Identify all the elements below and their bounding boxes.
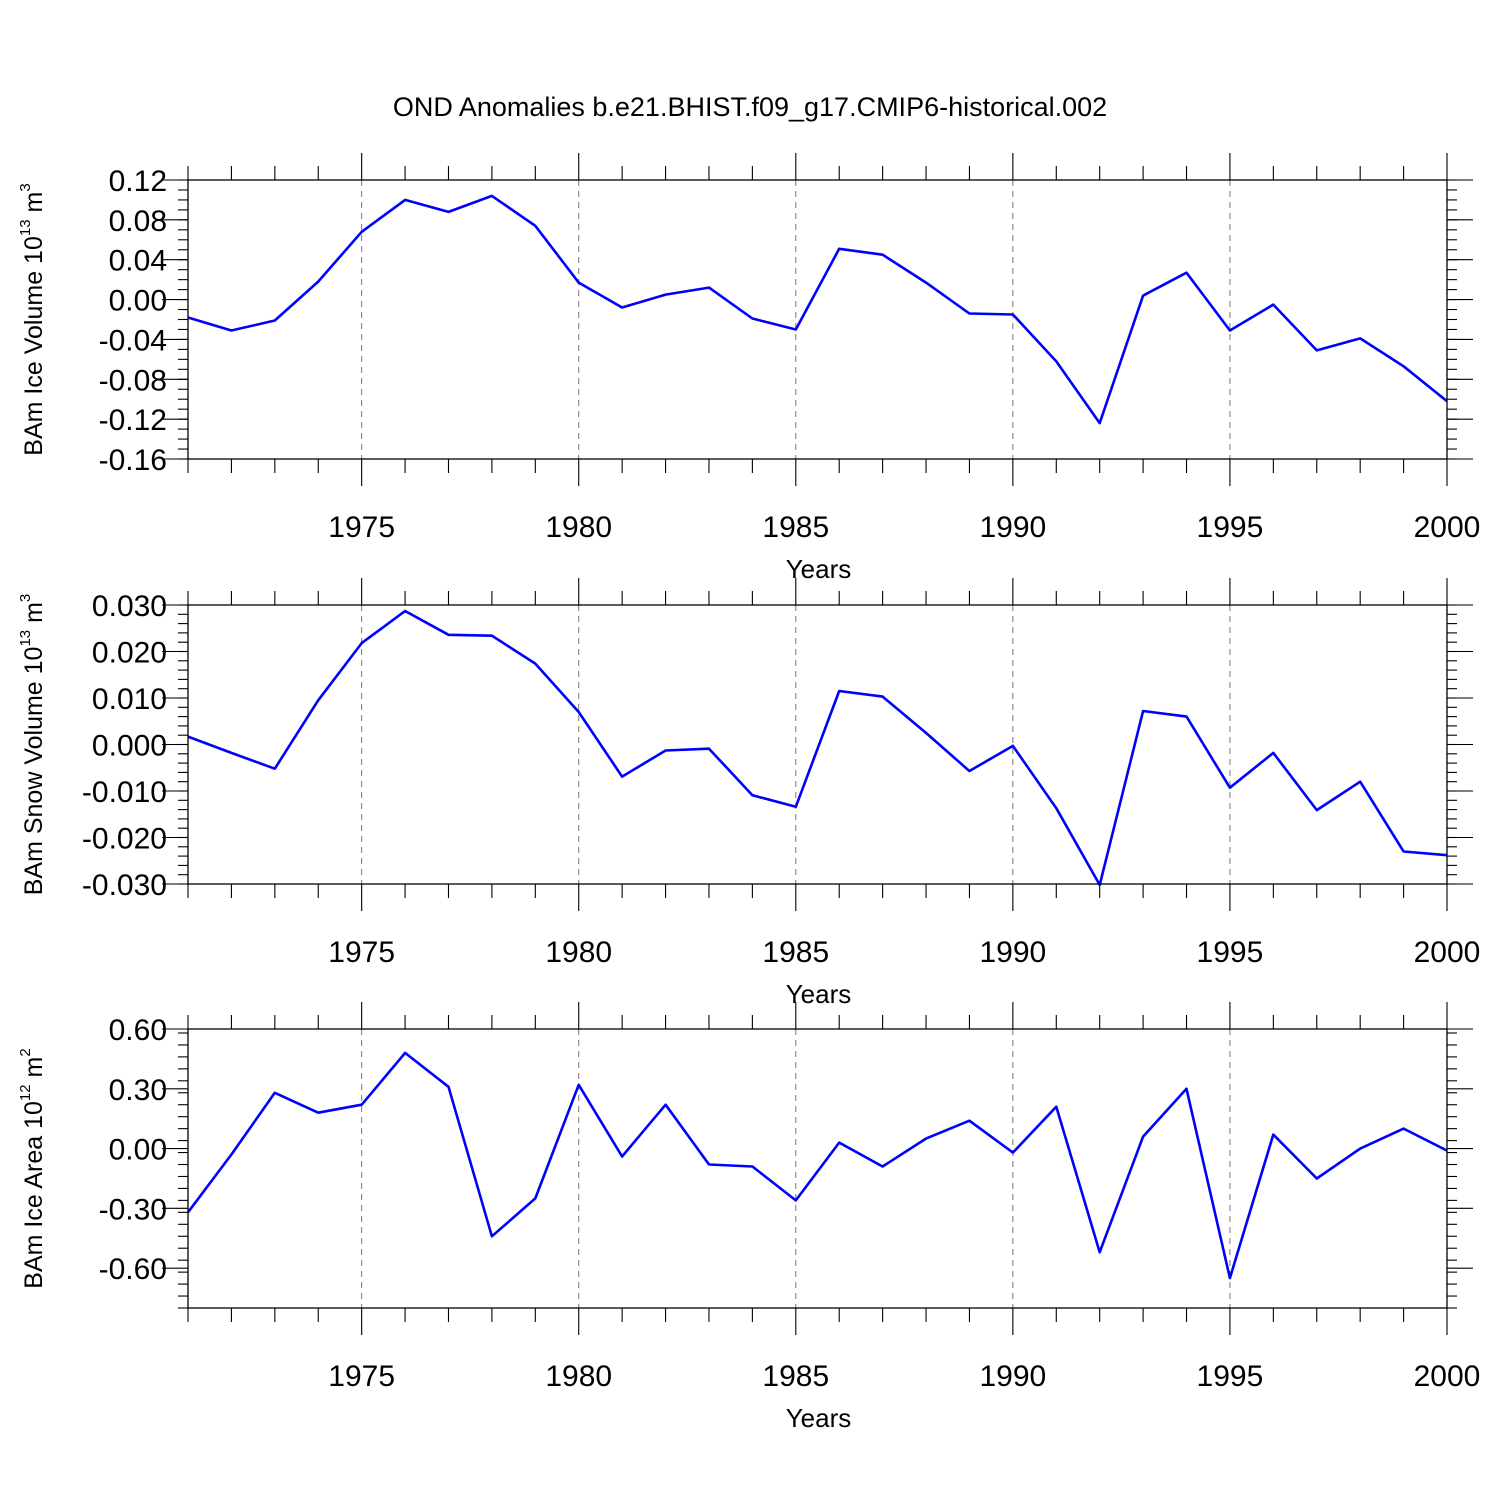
series-line: [187, 609, 1448, 887]
x-tick-label: 1995: [1197, 936, 1264, 969]
panel-1: 0.12 0.08 0.04 0.00 -0.04 -0.08 -0.12 -0.16 1975…: [17, 153, 1480, 584]
y-axis-label-exponent: 13: [17, 630, 34, 647]
x-tick-label: 2000: [1414, 511, 1481, 544]
y-axis-label: BAm Ice Area 1012 m2: [17, 1048, 48, 1288]
y-tick-label: -0.16: [99, 444, 167, 477]
y-tick-label: 0.04: [109, 245, 167, 278]
y-axis-label-base: BAm Ice Area 10: [20, 1101, 48, 1289]
x-tick-label: 1985: [762, 936, 829, 969]
y-axis-label-base: BAm Snow Volume 10: [20, 647, 48, 896]
x-tick-label: 1975: [328, 1360, 395, 1393]
y-axis-label: BAm Snow Volume 1013 m3: [17, 594, 48, 896]
y-tick-label: 0.30: [109, 1074, 167, 1107]
x-tick-label: 1980: [545, 936, 612, 969]
y-tick-label: 0.12: [109, 165, 167, 198]
y-axis-label-unit-exponent: 3: [17, 183, 34, 191]
y-tick-label: -0.04: [99, 324, 167, 357]
x-axis-label: Years: [786, 1403, 852, 1433]
y-tick-label: -0.020: [82, 823, 167, 856]
y-tick-label: -0.030: [82, 869, 167, 902]
y-axis-label-exponent: 12: [17, 1084, 34, 1101]
y-axis-label-unit: m: [20, 602, 48, 630]
x-tick-label: 1995: [1197, 1360, 1264, 1393]
x-tick-label: 2000: [1414, 1360, 1481, 1393]
y-tick-label: 0.08: [109, 205, 167, 238]
panels: 0.12 0.08 0.04 0.00 -0.04 -0.08 -0.12 -0.16 1975…: [17, 153, 1480, 1433]
y-tick-label: -0.12: [99, 404, 167, 437]
x-tick-label: 1990: [979, 1360, 1046, 1393]
x-tick-label: 1980: [545, 1360, 612, 1393]
x-tick-label: 2000: [1414, 936, 1481, 969]
y-axis-label-exponent: 13: [17, 219, 34, 236]
x-tick-label: 1975: [328, 936, 395, 969]
x-tick-label: 1980: [545, 511, 612, 544]
figure-title: OND Anomalies b.e21.BHIST.f09_g17.CMIP6-…: [393, 92, 1107, 122]
y-axis-label-unit-exponent: 2: [17, 1048, 34, 1056]
panel-2: 0.030 0.020 0.010 0.000 -0.010 -0.020 -0.030 19…: [17, 578, 1480, 1009]
x-tick-label: 1995: [1197, 511, 1264, 544]
y-axis-label-base: BAm Ice Volume 10: [20, 236, 48, 456]
y-axis-label-unit: m: [20, 192, 48, 220]
y-tick-label: -0.010: [82, 776, 167, 809]
x-tick-label: 1975: [328, 511, 395, 544]
x-axis-label: Years: [786, 979, 852, 1009]
y-tick-label: -0.60: [99, 1253, 167, 1286]
y-tick-label: -0.30: [99, 1193, 167, 1226]
y-tick-label: -0.08: [99, 364, 167, 397]
x-tick-label: 1990: [979, 936, 1046, 969]
y-axis-label-unit-exponent: 3: [17, 594, 34, 602]
plot-frame: [187, 1028, 1448, 1309]
y-axis-label: BAm Ice Volume 1013 m3: [17, 183, 48, 455]
plot-frame: [187, 604, 1448, 885]
plot-frame: [187, 179, 1448, 460]
y-axis-label-unit: m: [20, 1057, 48, 1085]
y-tick-label: 0.60: [109, 1014, 167, 1047]
y-tick-label: 0.010: [92, 683, 167, 716]
x-tick-label: 1985: [762, 1360, 829, 1393]
series-line: [186, 1051, 1448, 1280]
x-tick-label: 1985: [762, 511, 829, 544]
y-tick-label: 0.000: [92, 730, 167, 763]
x-axis-label: Years: [786, 554, 852, 584]
y-tick-label: 0.030: [92, 590, 167, 623]
y-tick-label: 0.020: [92, 637, 167, 670]
series-line: [187, 194, 1448, 425]
x-tick-label: 1990: [979, 511, 1046, 544]
panel-3: 0.60 0.30 0.00 -0.30 -0.60 1975 1980 1985 1990 19…: [17, 1002, 1480, 1433]
y-tick-label: 0.00: [109, 1134, 167, 1167]
y-tick-label: 0.00: [109, 285, 167, 318]
